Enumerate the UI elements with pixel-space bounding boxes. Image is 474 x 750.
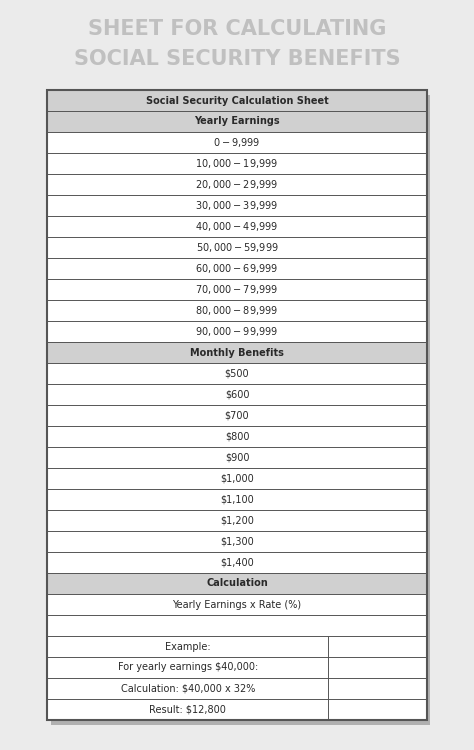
Text: $60,000 - $69,999: $60,000 - $69,999 xyxy=(195,262,279,275)
Text: For yearly earnings $40,000:: For yearly earnings $40,000: xyxy=(118,662,258,673)
Text: SHEET FOR CALCULATING: SHEET FOR CALCULATING xyxy=(88,19,386,39)
Text: Example:: Example: xyxy=(165,641,210,652)
Text: $600: $600 xyxy=(225,389,249,400)
Text: $90,000 - $99,999: $90,000 - $99,999 xyxy=(195,325,279,338)
Bar xyxy=(47,111,427,132)
Bar xyxy=(47,573,427,594)
Text: $1,000: $1,000 xyxy=(220,473,254,484)
Text: $70,000 - $79,999: $70,000 - $79,999 xyxy=(195,283,279,296)
Text: Yearly Earnings x Rate (%): Yearly Earnings x Rate (%) xyxy=(173,599,301,610)
Text: $1,200: $1,200 xyxy=(220,515,254,526)
Text: $900: $900 xyxy=(225,452,249,463)
Text: $700: $700 xyxy=(225,410,249,421)
Text: Social Security Calculation Sheet: Social Security Calculation Sheet xyxy=(146,95,328,106)
Text: $1,400: $1,400 xyxy=(220,557,254,568)
Text: Calculation: $40,000 x 32%: Calculation: $40,000 x 32% xyxy=(120,683,255,694)
Text: $500: $500 xyxy=(225,368,249,379)
Text: $10,000 - $19,999: $10,000 - $19,999 xyxy=(195,157,279,170)
Text: Monthly Benefits: Monthly Benefits xyxy=(190,347,284,358)
Text: $0 - $9,999: $0 - $9,999 xyxy=(213,136,261,149)
Text: $1,100: $1,100 xyxy=(220,494,254,505)
Text: $30,000 - $39,999: $30,000 - $39,999 xyxy=(195,199,279,212)
Text: Result: $12,800: Result: $12,800 xyxy=(149,704,226,715)
Text: $50,000 - $59,999: $50,000 - $59,999 xyxy=(196,241,278,254)
Text: $40,000 - $49,999: $40,000 - $49,999 xyxy=(195,220,279,233)
Text: $1,300: $1,300 xyxy=(220,536,254,547)
Bar xyxy=(47,90,427,111)
Bar xyxy=(47,342,427,363)
Text: $20,000 - $29,999: $20,000 - $29,999 xyxy=(195,178,279,191)
Text: Yearly Earnings: Yearly Earnings xyxy=(194,116,280,127)
Text: $800: $800 xyxy=(225,431,249,442)
Text: $80,000 - $89,999: $80,000 - $89,999 xyxy=(195,304,279,317)
Text: Calculation: Calculation xyxy=(206,578,268,589)
Text: SOCIAL SECURITY BENEFITS: SOCIAL SECURITY BENEFITS xyxy=(73,49,401,69)
